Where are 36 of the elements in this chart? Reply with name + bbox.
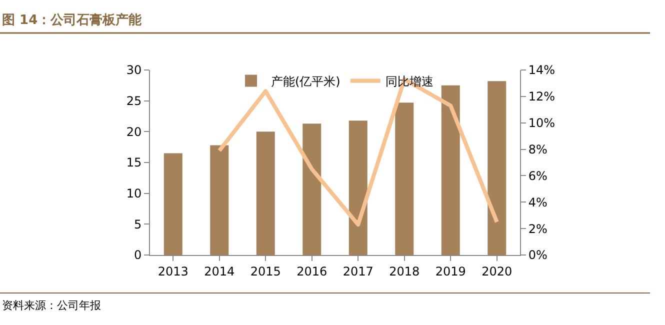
legend-label: 同比增速	[385, 74, 434, 88]
line-series	[217, 77, 499, 227]
bar	[302, 124, 322, 255]
legend-label: 产能(亿平米)	[271, 74, 340, 88]
x-tick-label: 2015	[250, 264, 281, 278]
y-tick-label: 30	[126, 63, 142, 78]
y2-tick-label: 8%	[528, 142, 548, 156]
bar	[488, 81, 506, 255]
y-tick-label: 25	[126, 94, 142, 108]
y-tick-label: 0	[134, 248, 142, 262]
x-tick-label: 2013	[158, 264, 188, 278]
x-tick-label: 2016	[296, 264, 328, 278]
y-tick-label: 5	[134, 217, 142, 232]
x-tick-label: 2018	[389, 264, 420, 278]
bar	[348, 120, 368, 255]
bar	[256, 132, 275, 255]
chart-title: 图 14：公司石膏板产能	[2, 12, 143, 28]
y2-tick-label: 12%	[528, 90, 556, 104]
y2-tick-label: 2%	[528, 222, 548, 236]
y-tick-label: 20	[126, 124, 142, 139]
y-tick-label: 10	[126, 186, 142, 201]
y2-tick-label: 4%	[528, 195, 548, 210]
y2-tick-label: 0%	[528, 248, 548, 262]
x-tick-label: 2019	[435, 264, 466, 278]
y2-tick-label: 10%	[528, 116, 556, 130]
y-tick-label: 15	[126, 156, 142, 170]
bar	[210, 145, 229, 255]
y2-tick-label: 6%	[528, 168, 548, 183]
bar	[164, 153, 182, 255]
bar	[395, 102, 414, 255]
text: 资料来源：公司年报	[2, 299, 101, 312]
bar	[441, 85, 460, 255]
y2-tick-label: 14%	[528, 63, 556, 78]
x-tick-label: 2017	[342, 264, 374, 278]
x-tick-label: 2020	[482, 264, 512, 278]
x-tick-label: 2014	[204, 264, 235, 278]
